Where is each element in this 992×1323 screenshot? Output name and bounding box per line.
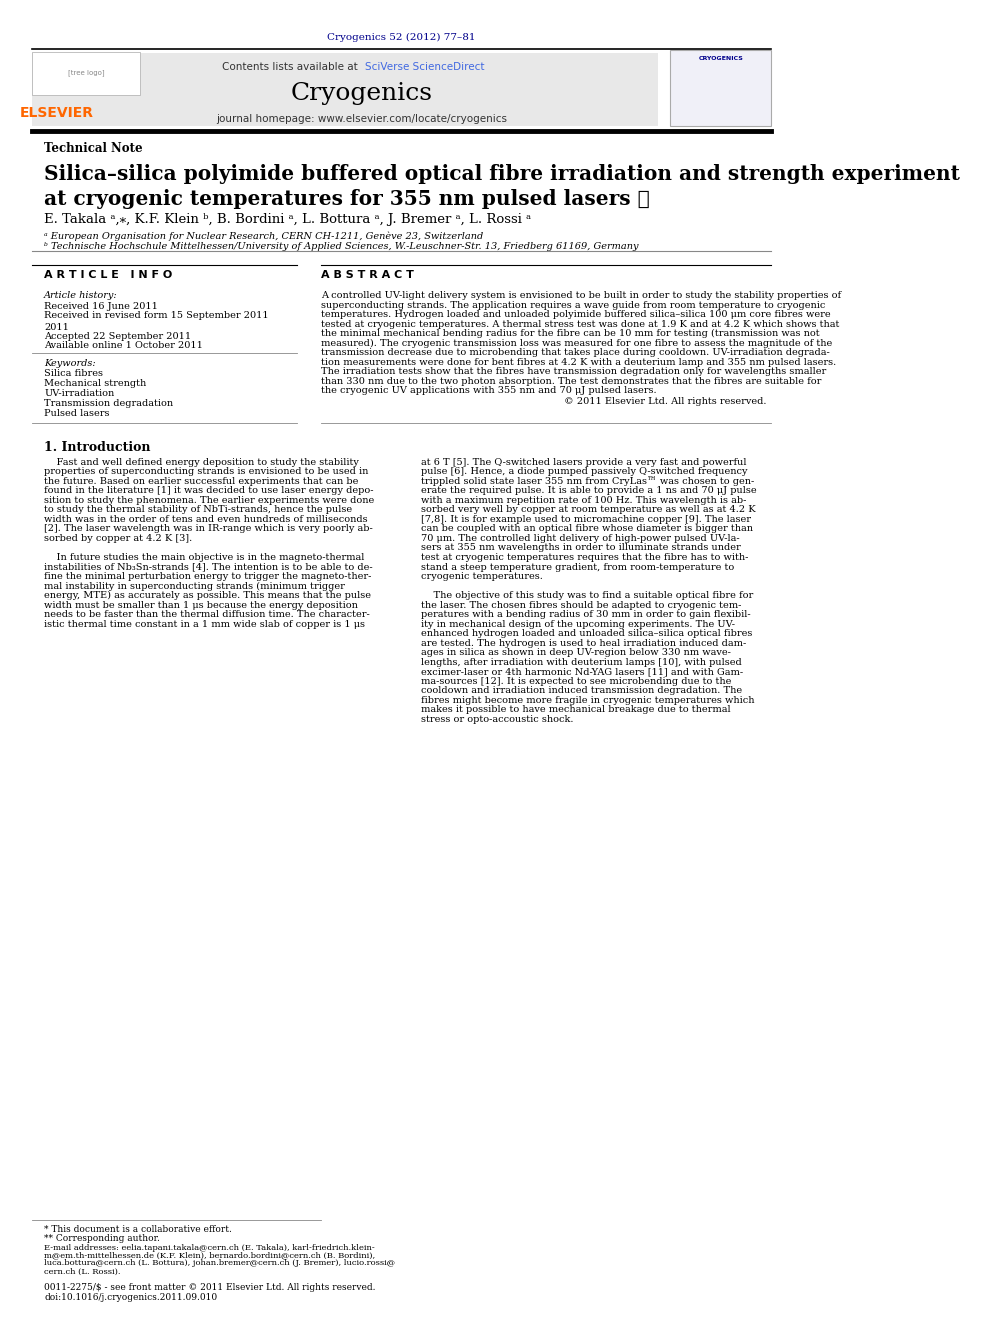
Text: width was in the order of tens and even hundreds of milliseconds: width was in the order of tens and even …	[45, 515, 368, 524]
Text: transmission decrease due to microbending that takes place during cooldown. UV-i: transmission decrease due to microbendin…	[321, 348, 829, 357]
Text: Fast and well defined energy deposition to study the stability: Fast and well defined energy deposition …	[45, 458, 359, 467]
Text: [tree logo]: [tree logo]	[67, 69, 104, 77]
Text: tion measurements were done for bent fibres at 4.2 K with a deuterium lamp and 3: tion measurements were done for bent fib…	[321, 357, 836, 366]
FancyBboxPatch shape	[32, 52, 141, 95]
Text: [2]. The laser wavelength was in IR-range which is very poorly ab-: [2]. The laser wavelength was in IR-rang…	[45, 524, 373, 533]
Text: [7,8]. It is for example used to micromachine copper [9]. The laser: [7,8]. It is for example used to microma…	[422, 515, 751, 524]
Text: Accepted 22 September 2011: Accepted 22 September 2011	[45, 332, 191, 341]
Text: E-mail addresses: eelia.tapani.takala@cern.ch (E. Takala), karl-friedrich.klein-: E-mail addresses: eelia.tapani.takala@ce…	[45, 1244, 375, 1252]
Text: the laser. The chosen fibres should be adapted to cryogenic tem-: the laser. The chosen fibres should be a…	[422, 601, 742, 610]
Text: measured). The cryogenic transmission loss was measured for one fibre to assess : measured). The cryogenic transmission lo…	[321, 339, 832, 348]
Text: ELSEVIER: ELSEVIER	[20, 106, 94, 120]
Text: erate the required pulse. It is able to provide a 1 ns and 70 μJ pulse: erate the required pulse. It is able to …	[422, 487, 757, 495]
Text: sorbed by copper at 4.2 K [3].: sorbed by copper at 4.2 K [3].	[45, 534, 192, 542]
Text: SciVerse ScienceDirect: SciVerse ScienceDirect	[365, 62, 485, 73]
Text: © 2011 Elsevier Ltd. All rights reserved.: © 2011 Elsevier Ltd. All rights reserved…	[564, 397, 767, 406]
Text: Received 16 June 2011: Received 16 June 2011	[45, 302, 158, 311]
Text: luca.bottura@cern.ch (L. Bottura), johan.bremer@cern.ch (J. Bremer), lucio.rossi: luca.bottura@cern.ch (L. Bottura), johan…	[45, 1259, 395, 1267]
Text: UV-irradiation: UV-irradiation	[45, 389, 114, 398]
Text: Article history:: Article history:	[45, 291, 118, 300]
Text: ma-sources [12]. It is expected to see microbending due to the: ma-sources [12]. It is expected to see m…	[422, 677, 732, 685]
Text: Received in revised form 15 September 2011: Received in revised form 15 September 20…	[45, 311, 269, 320]
Text: the cryogenic UV applications with 355 nm and 70 μJ pulsed lasers.: the cryogenic UV applications with 355 n…	[321, 386, 657, 396]
Text: energy, MTE) as accurately as possible. This means that the pulse: energy, MTE) as accurately as possible. …	[45, 591, 371, 601]
Text: at 6 T [5]. The Q-switched lasers provide a very fast and powerful: at 6 T [5]. The Q-switched lasers provid…	[422, 458, 747, 467]
Text: at cryogenic temperatures for 355 nm pulsed lasers ★: at cryogenic temperatures for 355 nm pul…	[45, 189, 650, 209]
Text: E. Takala ᵃ,⁎, K.F. Klein ᵇ, B. Bordini ᵃ, L. Bottura ᵃ, J. Bremer ᵃ, L. Rossi ᵃ: E. Takala ᵃ,⁎, K.F. Klein ᵇ, B. Bordini …	[45, 213, 532, 226]
Text: Cryogenics 52 (2012) 77–81: Cryogenics 52 (2012) 77–81	[327, 33, 475, 42]
Text: cern.ch (L. Rossi).: cern.ch (L. Rossi).	[45, 1267, 121, 1275]
Text: excimer-laser or 4th harmonic Nd-YAG lasers [11] and with Gam-: excimer-laser or 4th harmonic Nd-YAG las…	[422, 667, 744, 676]
Text: fine the minimal perturbation energy to trigger the magneto-ther-: fine the minimal perturbation energy to …	[45, 572, 372, 581]
Text: m@em.th-mittelhessen.de (K.F. Klein), bernardo.bordini@cern.ch (B. Bordini),: m@em.th-mittelhessen.de (K.F. Klein), be…	[45, 1252, 375, 1259]
Text: Keywords:: Keywords:	[45, 359, 96, 368]
Text: sition to study the phenomena. The earlier experiments were done: sition to study the phenomena. The earli…	[45, 496, 374, 505]
Text: Cryogenics: Cryogenics	[291, 82, 433, 105]
Text: 70 μm. The controlled light delivery of high-power pulsed UV-la-: 70 μm. The controlled light delivery of …	[422, 534, 740, 542]
Text: lengths, after irradiation with deuterium lamps [10], with pulsed: lengths, after irradiation with deuteriu…	[422, 658, 742, 667]
Text: can be coupled with an optical fibre whose diameter is bigger than: can be coupled with an optical fibre who…	[422, 524, 753, 533]
Text: trippled solid state laser 355 nm from CryLas™ was chosen to gen-: trippled solid state laser 355 nm from C…	[422, 476, 755, 487]
Text: enhanced hydrogen loaded and unloaded silica–silica optical fibres: enhanced hydrogen loaded and unloaded si…	[422, 630, 753, 638]
Text: Silica–silica polyimide buffered optical fibre irradiation and strength experime: Silica–silica polyimide buffered optical…	[45, 164, 960, 184]
Text: A B S T R A C T: A B S T R A C T	[321, 270, 414, 280]
Text: journal homepage: www.elsevier.com/locate/cryogenics: journal homepage: www.elsevier.com/locat…	[215, 114, 507, 124]
Text: * This document is a collaborative effort.: * This document is a collaborative effor…	[45, 1225, 232, 1234]
Text: ** Corresponding author.: ** Corresponding author.	[45, 1234, 160, 1244]
Text: makes it possible to have mechanical breakage due to thermal: makes it possible to have mechanical bre…	[422, 705, 731, 714]
Text: In future studies the main objective is in the magneto-thermal: In future studies the main objective is …	[45, 553, 364, 562]
Text: properties of superconducting strands is envisioned to be used in: properties of superconducting strands is…	[45, 467, 368, 476]
Text: A controlled UV-light delivery system is envisioned to be built in order to stud: A controlled UV-light delivery system is…	[321, 291, 841, 300]
Text: 2011: 2011	[45, 323, 69, 332]
Text: the future. Based on earlier successful experiments that can be: the future. Based on earlier successful …	[45, 476, 358, 486]
Text: mal instability in superconducting strands (minimum trigger: mal instability in superconducting stran…	[45, 582, 345, 590]
Text: ᵃ European Organisation for Nuclear Research, CERN CH-1211, Genève 23, Switzerla: ᵃ European Organisation for Nuclear Rese…	[45, 232, 483, 241]
Text: than 330 nm due to the two photon absorption. The test demonstrates that the fib: than 330 nm due to the two photon absorp…	[321, 377, 821, 386]
Text: test at cryogenic temperatures requires that the fibre has to with-: test at cryogenic temperatures requires …	[422, 553, 749, 562]
Text: peratures with a bending radius of 30 mm in order to gain flexibil-: peratures with a bending radius of 30 mm…	[422, 610, 751, 619]
Text: cooldown and irradiation induced transmission degradation. The: cooldown and irradiation induced transmi…	[422, 687, 742, 696]
Text: istic thermal time constant in a 1 mm wide slab of copper is 1 μs: istic thermal time constant in a 1 mm wi…	[45, 619, 365, 628]
Text: 0011-2275/$ - see front matter © 2011 Elsevier Ltd. All rights reserved.: 0011-2275/$ - see front matter © 2011 El…	[45, 1283, 376, 1293]
Text: needs to be faster than the thermal diffusion time. The character-: needs to be faster than the thermal diff…	[45, 610, 370, 619]
Text: stand a steep temperature gradient, from room-temperature to: stand a steep temperature gradient, from…	[422, 562, 735, 572]
Text: with a maximum repetition rate of 100 Hz. This wavelength is ab-: with a maximum repetition rate of 100 Hz…	[422, 496, 747, 505]
Text: cryogenic temperatures.: cryogenic temperatures.	[422, 572, 544, 581]
Text: sorbed very well by copper at room temperature as well as at 4.2 K: sorbed very well by copper at room tempe…	[422, 505, 756, 515]
Text: temperatures. Hydrogen loaded and unloaded polyimide buffered silica–silica 100 : temperatures. Hydrogen loaded and unload…	[321, 310, 830, 319]
Text: Pulsed lasers: Pulsed lasers	[45, 409, 110, 418]
Text: tested at cryogenic temperatures. A thermal stress test was done at 1.9 K and at: tested at cryogenic temperatures. A ther…	[321, 320, 839, 328]
Text: pulse [6]. Hence, a diode pumped passively Q-switched frequency: pulse [6]. Hence, a diode pumped passive…	[422, 467, 748, 476]
Text: fibres might become more fragile in cryogenic temperatures which: fibres might become more fragile in cryo…	[422, 696, 755, 705]
Text: width must be smaller than 1 μs because the energy deposition: width must be smaller than 1 μs because …	[45, 601, 358, 610]
Text: Technical Note: Technical Note	[45, 142, 143, 155]
Text: A R T I C L E   I N F O: A R T I C L E I N F O	[45, 270, 173, 280]
Text: Mechanical strength: Mechanical strength	[45, 378, 147, 388]
FancyBboxPatch shape	[671, 50, 771, 126]
Text: The irradiation tests show that the fibres have transmission degradation only fo: The irradiation tests show that the fibr…	[321, 368, 826, 376]
Text: stress or opto-accoustic shock.: stress or opto-accoustic shock.	[422, 714, 574, 724]
Text: ity in mechanical design of the upcoming experiments. The UV-: ity in mechanical design of the upcoming…	[422, 619, 735, 628]
Text: the minimal mechanical bending radius for the fibre can be 10 mm for testing (tr: the minimal mechanical bending radius fo…	[321, 329, 819, 339]
Text: Transmission degradation: Transmission degradation	[45, 398, 174, 407]
Text: Contents lists available at: Contents lists available at	[222, 62, 361, 73]
Text: Silica fibres: Silica fibres	[45, 369, 103, 378]
FancyBboxPatch shape	[32, 53, 658, 126]
Text: ages in silica as shown in deep UV-region below 330 nm wave-: ages in silica as shown in deep UV-regio…	[422, 648, 731, 658]
Text: Available online 1 October 2011: Available online 1 October 2011	[45, 341, 203, 351]
Text: ᵇ Technische Hochschule Mittelhessen/University of Applied Sciences, W.-Leuschne: ᵇ Technische Hochschule Mittelhessen/Uni…	[45, 242, 639, 251]
Text: doi:10.1016/j.cryogenics.2011.09.010: doi:10.1016/j.cryogenics.2011.09.010	[45, 1293, 217, 1302]
Text: superconducting strands. The application requires a wave guide from room tempera: superconducting strands. The application…	[321, 300, 825, 310]
Text: The objective of this study was to find a suitable optical fibre for: The objective of this study was to find …	[422, 591, 754, 601]
Text: 1. Introduction: 1. Introduction	[45, 441, 151, 454]
Text: instabilities of Nb₃Sn-strands [4]. The intention is to be able to de-: instabilities of Nb₃Sn-strands [4]. The …	[45, 562, 373, 572]
Text: found in the literature [1] it was decided to use laser energy depo-: found in the literature [1] it was decid…	[45, 487, 374, 495]
Text: CRYOGENICS: CRYOGENICS	[698, 56, 743, 61]
Text: are tested. The hydrogen is used to heal irradiation induced dam-: are tested. The hydrogen is used to heal…	[422, 639, 747, 648]
Text: to study the thermal stability of NbTi-strands, hence the pulse: to study the thermal stability of NbTi-s…	[45, 505, 352, 515]
Text: sers at 355 nm wavelengths in order to illuminate strands under: sers at 355 nm wavelengths in order to i…	[422, 544, 741, 553]
